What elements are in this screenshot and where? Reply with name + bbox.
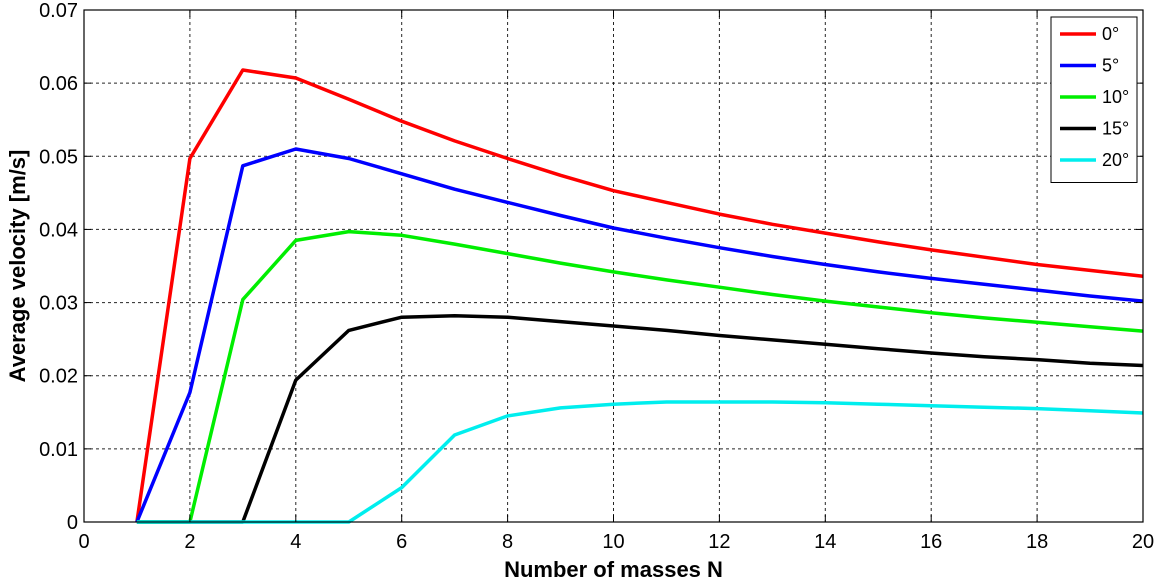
series-line-3	[136, 313, 1144, 524]
x-tick-label: 8	[502, 531, 513, 553]
y-tick-label: 0.06	[39, 73, 78, 95]
legend-label-1: 5°	[1102, 56, 1119, 76]
x-tick-label: 14	[814, 531, 836, 553]
legend-box	[1050, 16, 1138, 183]
x-tick-label: 16	[920, 531, 942, 553]
y-tick-label: 0.07	[39, 0, 78, 22]
y-axis-title: Average velocity [m/s]	[5, 150, 30, 383]
plot-area	[84, 10, 1143, 522]
x-tick-label: 6	[396, 531, 407, 553]
y-tick-label: 0.01	[39, 439, 78, 461]
x-tick-label: 12	[708, 531, 730, 553]
legend-label-4: 20°	[1102, 150, 1129, 170]
y-tick-label: 0.03	[39, 293, 78, 315]
x-tick-label: 0	[78, 531, 89, 553]
legend-label-2: 10°	[1102, 87, 1129, 107]
x-tick-label: 20	[1132, 531, 1154, 553]
y-tick-label: 0.04	[39, 219, 78, 241]
grid	[84, 10, 1143, 522]
y-tick-label: 0	[67, 512, 78, 534]
x-tick-label: 10	[602, 531, 624, 553]
legend-label-0: 0°	[1102, 24, 1119, 44]
legend: 0° 5° 10° 15° 20°	[1050, 16, 1138, 183]
x-tick-label: 4	[290, 531, 301, 553]
series-line-2	[136, 229, 1144, 524]
legend-label-3: 15°	[1102, 119, 1129, 139]
series-line-0	[135, 68, 1144, 523]
ticks: 0 2 4 6 8 10 12 14 16 18 20 0 0.01 0.02 0.03 0.04 0.05 0.…	[39, 0, 1154, 553]
x-tick-label: 2	[184, 531, 195, 553]
y-tick-label: 0.02	[39, 366, 78, 388]
x-tick-label: 18	[1026, 531, 1048, 553]
x-axis-title: Number of masses N	[504, 557, 723, 582]
series-line-1	[135, 147, 1144, 523]
y-tick-label: 0.05	[39, 146, 78, 168]
